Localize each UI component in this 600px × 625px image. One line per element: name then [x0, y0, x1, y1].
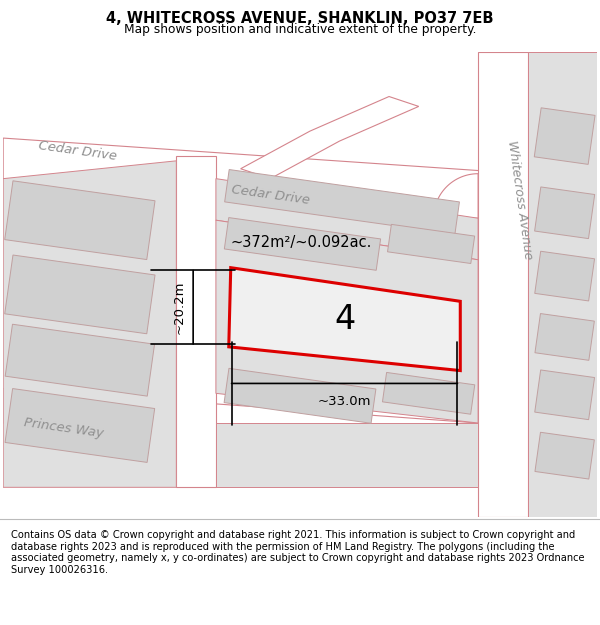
Polygon shape [382, 372, 475, 414]
Polygon shape [535, 251, 595, 301]
Polygon shape [535, 314, 595, 361]
Polygon shape [5, 181, 155, 259]
Polygon shape [3, 138, 597, 218]
Polygon shape [5, 324, 155, 396]
Polygon shape [224, 169, 460, 234]
Text: ~33.0m: ~33.0m [318, 395, 371, 408]
Polygon shape [224, 368, 376, 423]
Text: ~20.2m: ~20.2m [172, 281, 185, 334]
Polygon shape [535, 370, 595, 419]
Text: Map shows position and indicative extent of the property.: Map shows position and indicative extent… [124, 23, 476, 36]
Polygon shape [478, 52, 527, 517]
Text: Cedar Drive: Cedar Drive [38, 139, 118, 163]
Polygon shape [216, 220, 478, 423]
Polygon shape [535, 432, 595, 479]
Text: Princes Way: Princes Way [23, 416, 104, 440]
Text: Contains OS data © Crown copyright and database right 2021. This information is : Contains OS data © Crown copyright and d… [11, 530, 584, 575]
Polygon shape [3, 161, 176, 488]
Polygon shape [3, 388, 478, 458]
Text: ~372m²/~0.092ac.: ~372m²/~0.092ac. [231, 235, 372, 250]
Polygon shape [388, 224, 475, 264]
Polygon shape [241, 96, 419, 179]
Polygon shape [535, 187, 595, 239]
Polygon shape [434, 174, 478, 218]
Polygon shape [534, 108, 595, 164]
Polygon shape [176, 156, 216, 488]
Polygon shape [5, 389, 155, 462]
Polygon shape [224, 217, 380, 270]
Polygon shape [216, 423, 478, 488]
Text: 4: 4 [334, 302, 355, 336]
Polygon shape [229, 268, 460, 371]
Text: Whitecross Avenue: Whitecross Avenue [505, 140, 535, 261]
Text: Cedar Drive: Cedar Drive [231, 184, 311, 208]
Polygon shape [216, 179, 478, 260]
Polygon shape [5, 255, 155, 334]
Polygon shape [527, 52, 597, 517]
Text: 4, WHITECROSS AVENUE, SHANKLIN, PO37 7EB: 4, WHITECROSS AVENUE, SHANKLIN, PO37 7EB [106, 11, 494, 26]
